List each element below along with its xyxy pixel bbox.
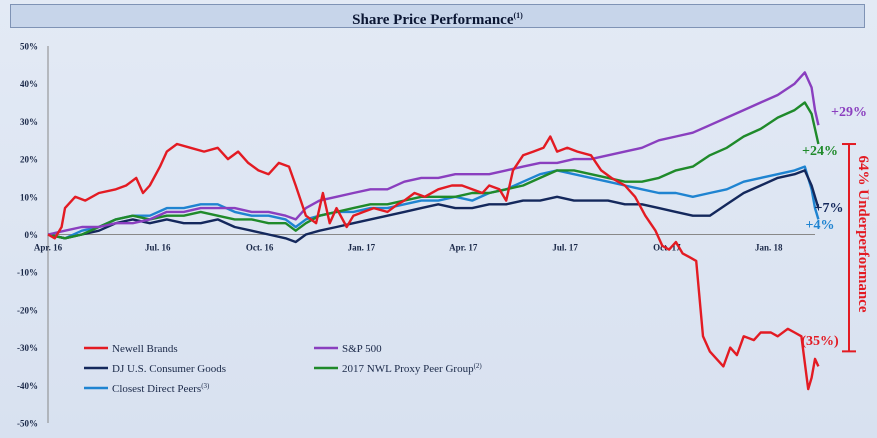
x-tick-label: Jan. 17 [348,243,376,253]
y-tick-label: 0% [25,230,39,240]
legend-label: DJ U.S. Consumer Goods [112,363,226,375]
chart-title-text: Share Price Performance [352,12,514,28]
y-tick-label: 50% [20,42,38,52]
series-line-dj-u-s-consumer-goods [47,169,820,244]
legend-footnote: (2) [474,362,483,370]
y-tick-label: 10% [20,192,38,202]
x-tick-label: Jul. 16 [145,243,171,253]
legend-label: Newell Brands [112,343,178,355]
x-tick-label: Apr. 17 [449,243,478,253]
end-value-label: +24% [802,144,838,159]
y-tick-label: -30% [17,343,38,353]
end-value-label: (35%) [801,334,839,349]
y-tick-label: -40% [17,381,38,391]
legend-label: S&P 500 [342,343,382,355]
y-tick-label: -20% [17,305,38,315]
chart-title: Share Price Performance(1) [10,4,865,28]
x-tick-label: Apr. 16 [34,243,63,253]
series-line-2017-nwl-proxy-peer-group [47,101,820,240]
legend-label: 2017 NWL Proxy Peer Group(2) [342,362,482,375]
end-value-label: +4% [806,218,835,233]
end-value-label: +7% [815,201,844,216]
legend-label: Closest Direct Peers(3) [112,382,210,395]
y-tick-label: -50% [17,419,38,429]
x-tick-label: Jul. 17 [552,243,578,253]
x-tick-label: Oct. 16 [246,243,274,253]
y-tick-label: -10% [17,268,38,278]
legend-footnote: (3) [201,382,210,390]
series-line-s-p-500 [47,71,820,236]
underperformance-label: 64% Underperformance [855,155,871,312]
chart-title-footnote: (1) [513,11,523,20]
y-tick-label: 30% [20,117,38,127]
x-tick-label: Jan. 18 [755,243,783,253]
y-tick-label: 20% [20,155,38,165]
y-tick-label: 40% [20,79,38,89]
series-line-closest-direct-peers [47,165,820,240]
series-line-newell-brands [47,135,820,391]
end-value-label: +29% [831,105,867,120]
